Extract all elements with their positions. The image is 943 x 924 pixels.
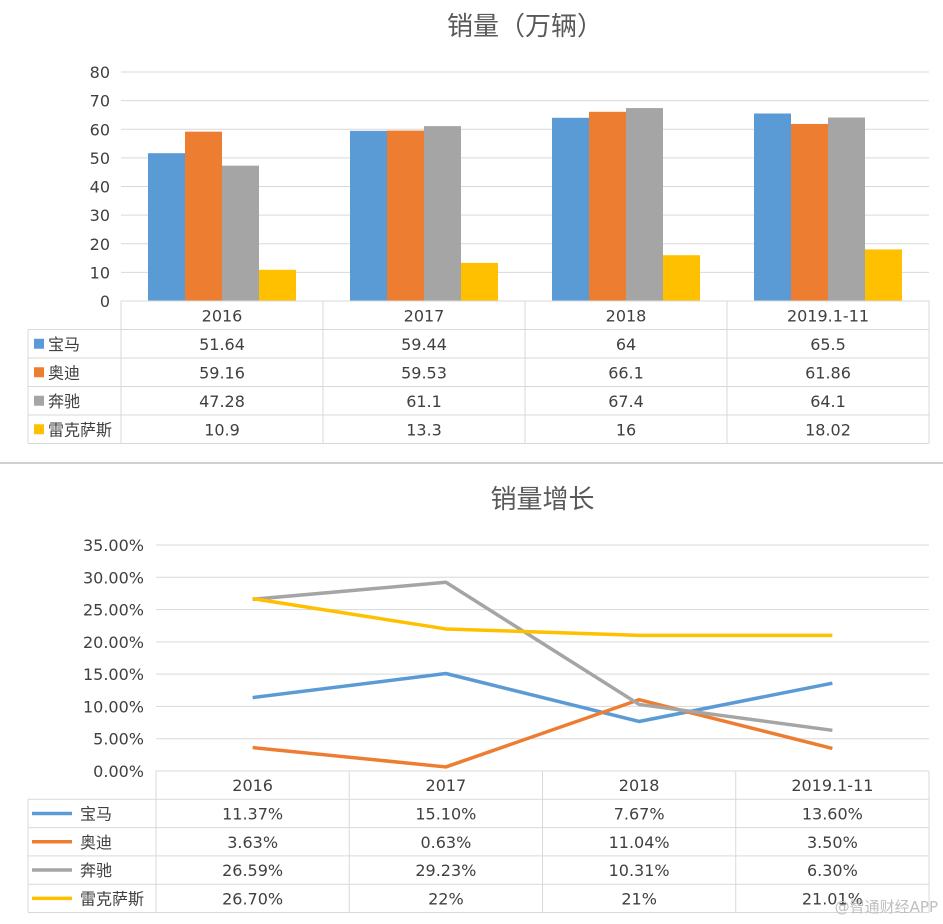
data-label: 10.31% [609, 861, 670, 880]
legend-label: 雷克萨斯 [80, 889, 144, 908]
bar [148, 153, 185, 301]
x-tick-label: 2018 [619, 776, 660, 795]
legend-label: 奔驰 [48, 392, 80, 411]
y-tick-label: 60 [90, 120, 110, 139]
bar [350, 130, 387, 301]
data-label: 51.64 [199, 335, 245, 354]
y-tick-label: 10.00% [83, 697, 144, 716]
y-tick-label: 30 [90, 206, 110, 225]
chart-title: 销量增长 [490, 485, 594, 515]
bar [828, 117, 865, 301]
bar [791, 123, 828, 301]
sales-growth-line-chart: 销量增长 0.00% 5.00% 10.00% 15.00% 20.00% 25.00% 30… [27, 485, 930, 913]
data-label: 3.50% [807, 833, 858, 852]
series-line [252, 671, 833, 724]
data-label: 18.02 [805, 420, 851, 439]
y-tick-label: 35.00% [83, 536, 144, 555]
bar [387, 130, 424, 301]
x-tick-label: 2018 [606, 306, 647, 325]
data-label: 64 [616, 335, 636, 354]
data-label: 67.4 [608, 392, 644, 411]
y-tick-label: 15.00% [83, 665, 144, 684]
bar [552, 117, 589, 301]
y-tick-label: 20 [90, 235, 110, 254]
y-tick-label: 25.00% [83, 601, 144, 620]
data-label: 22% [428, 889, 464, 908]
legend-label: 宝马 [48, 335, 80, 354]
bar [259, 269, 296, 301]
data-label: 7.67% [614, 804, 665, 823]
data-label: 26.70% [222, 889, 283, 908]
y-tick-label: 40 [90, 178, 110, 197]
y-tick-label: 5.00% [93, 730, 144, 749]
data-label: 0.63% [420, 833, 471, 852]
x-tick-label: 2019.1-11 [787, 306, 869, 325]
bar [589, 111, 626, 301]
legend-label: 宝马 [80, 804, 112, 823]
data-label: 66.1 [608, 363, 644, 382]
y-tick-label: 0 [100, 292, 110, 311]
sales-volume-bar-chart: 销量（万辆） 0 10 20 30 40 50 60 70 80 2016 2017 2018 2019.… [27, 12, 930, 444]
data-label: 10.9 [204, 420, 240, 439]
data-label: 29.23% [415, 861, 476, 880]
legend-label: 奥迪 [48, 363, 80, 382]
y-tick-label: 0.00% [93, 762, 144, 781]
bar [461, 262, 498, 301]
data-label: 47.28 [199, 392, 245, 411]
data-label: 26.59% [222, 861, 283, 880]
bar [424, 126, 461, 301]
legend-label: 雷克萨斯 [48, 420, 112, 439]
data-label: 59.16 [199, 363, 245, 382]
legend-label: 奔驰 [80, 861, 112, 880]
data-label: 59.53 [401, 363, 447, 382]
y-tick-label: 20.00% [83, 633, 144, 652]
data-label: 11.04% [609, 833, 670, 852]
y-tick-label: 50 [90, 149, 110, 168]
watermark: @智通财经APP [835, 898, 938, 916]
data-label: 15.10% [415, 804, 476, 823]
data-label: 21% [621, 889, 657, 908]
data-label: 3.63% [227, 833, 278, 852]
data-label: 21.01% [802, 889, 863, 908]
data-label: 11.37% [222, 804, 283, 823]
data-label: 13.60% [802, 804, 863, 823]
y-tick-label: 10 [90, 263, 110, 282]
data-label: 6.30% [807, 861, 858, 880]
data-label: 64.1 [810, 392, 846, 411]
chart-title: 销量（万辆） [447, 12, 603, 42]
data-label: 13.3 [406, 420, 442, 439]
bar [754, 113, 791, 301]
x-tick-label: 2017 [404, 306, 445, 325]
series-line [252, 697, 833, 769]
data-label: 61.1 [406, 392, 442, 411]
x-tick-label: 2016 [202, 306, 243, 325]
series-line [252, 596, 833, 638]
bar [185, 131, 222, 301]
x-tick-label: 2016 [232, 776, 273, 795]
y-tick-label: 30.00% [83, 568, 144, 587]
x-tick-label: 2017 [426, 776, 467, 795]
legend-key [34, 338, 44, 349]
bar [222, 165, 259, 301]
data-label: 59.44 [401, 335, 447, 354]
bar [865, 249, 902, 301]
y-tick-label: 80 [90, 63, 110, 82]
legend-key [34, 395, 44, 406]
legend-key [34, 424, 44, 435]
legend-label: 奥迪 [80, 833, 112, 852]
series-line [252, 580, 833, 733]
data-label: 16 [616, 420, 636, 439]
legend-key [34, 367, 44, 378]
data-label: 65.5 [810, 335, 846, 354]
y-tick-label: 70 [90, 92, 110, 111]
data-label: 61.86 [805, 363, 851, 382]
bar [626, 108, 663, 301]
bar [663, 255, 700, 301]
x-tick-label: 2019.1-11 [791, 776, 873, 795]
